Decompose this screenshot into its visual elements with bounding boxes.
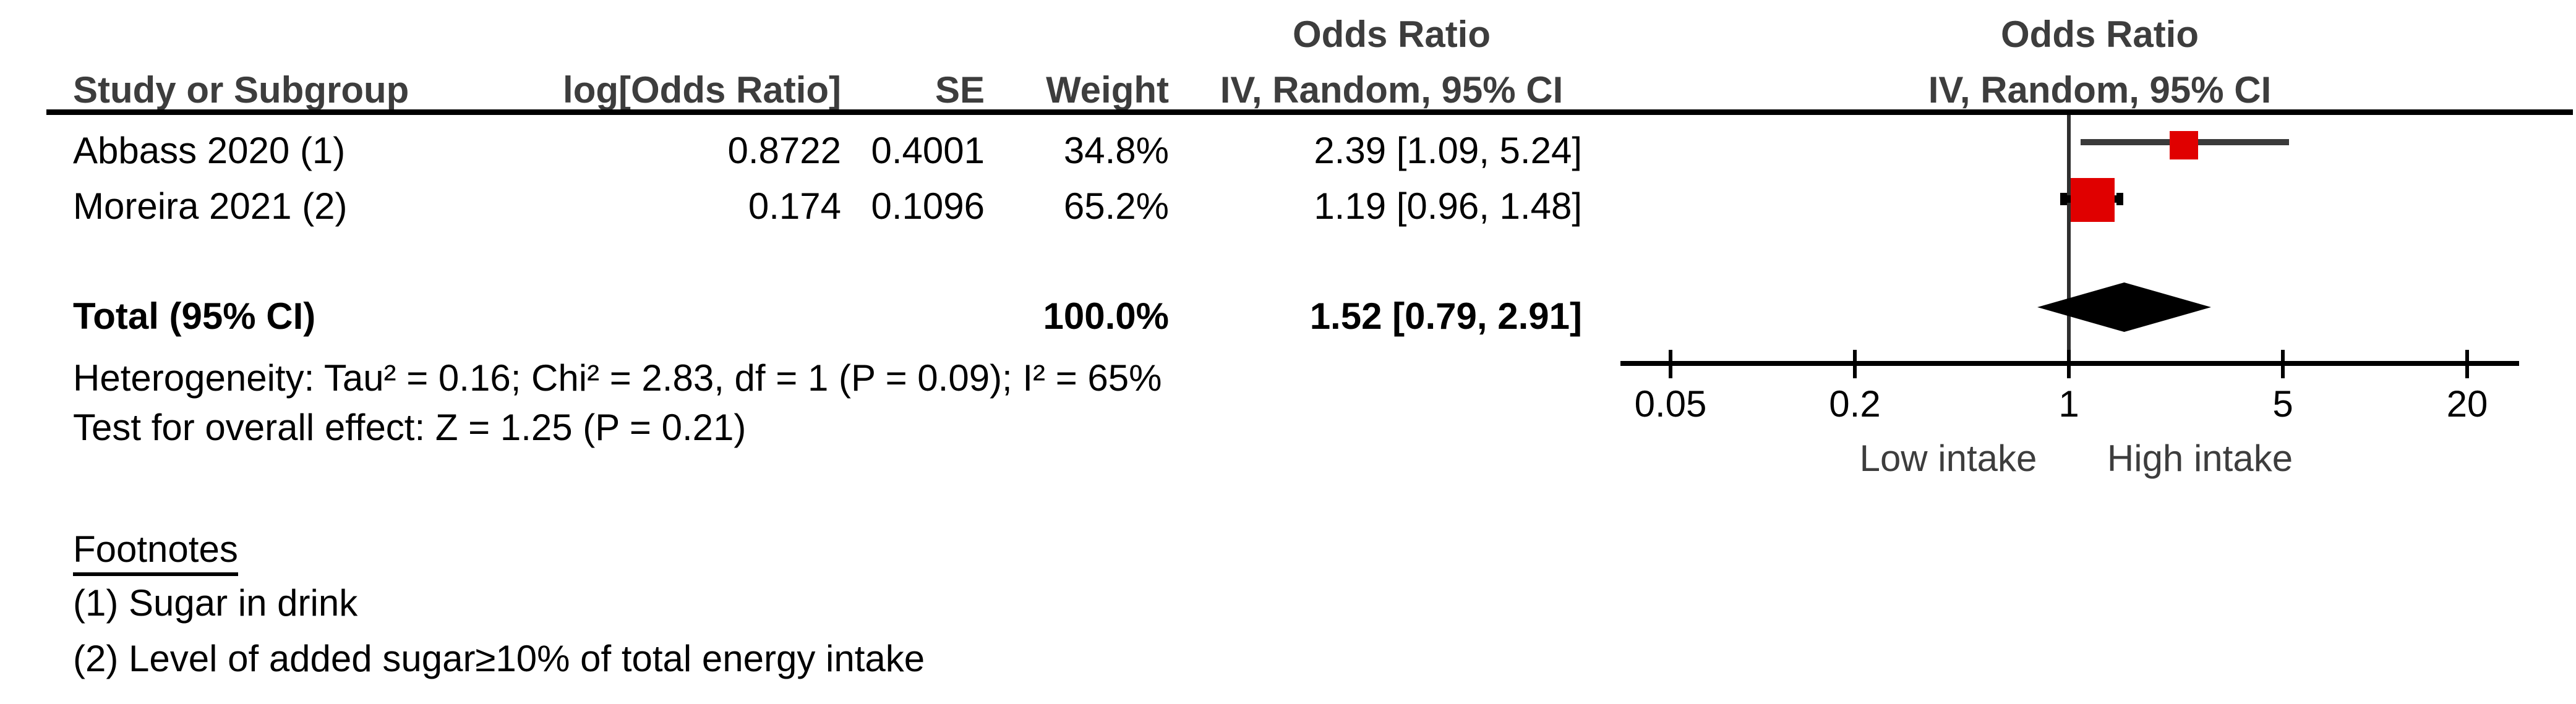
column-header-se: SE bbox=[935, 69, 985, 111]
logor-value: 0.8722 bbox=[727, 130, 841, 171]
study-name: Abbass 2020 (1) bbox=[73, 130, 346, 171]
x-tick-label: 5 bbox=[2272, 383, 2293, 425]
footnote-item: (1) Sugar in drink bbox=[73, 582, 358, 624]
x-tick-label: 20 bbox=[2446, 383, 2488, 425]
study-name: Moreira 2021 (2) bbox=[73, 185, 348, 227]
or-ci-value: 1.19 [0.96, 1.48] bbox=[1314, 185, 1582, 227]
logor-value: 0.174 bbox=[748, 185, 841, 227]
x-tick bbox=[1669, 350, 1672, 378]
stats-column-title: Odds Ratio bbox=[1292, 14, 1491, 55]
axis-left-direction-label: Low intake bbox=[1859, 438, 2037, 479]
x-tick bbox=[2281, 350, 2285, 378]
study-marker-abbass bbox=[2170, 131, 2198, 159]
footnotes-heading-text: Footnotes bbox=[73, 528, 238, 576]
x-tick-label: 0.05 bbox=[1634, 383, 1707, 425]
column-header-weight: Weight bbox=[1046, 69, 1169, 111]
column-header-study: Study or Subgroup bbox=[73, 69, 409, 111]
footnote-item: (2) Level of added sugar≥10% of total en… bbox=[73, 638, 925, 679]
or-ci-value: 2.39 [1.09, 5.24] bbox=[1314, 130, 1582, 171]
weight-value: 65.2% bbox=[1063, 185, 1169, 227]
column-header-plot-ci: IV, Random, 95% CI bbox=[1928, 69, 2272, 111]
plot-column-title: Odds Ratio bbox=[2000, 14, 2199, 55]
footnotes-heading: Footnotes bbox=[73, 528, 238, 576]
total-label: Total (95% CI) bbox=[73, 295, 316, 337]
overall-effect-test: Test for overall effect: Z = 1.25 (P = 0… bbox=[73, 407, 747, 448]
column-header-stats-ci: IV, Random, 95% CI bbox=[1220, 69, 1564, 111]
ci-cap-left bbox=[2060, 193, 2067, 205]
study-marker-moreira bbox=[2071, 178, 2115, 222]
heterogeneity-stats: Heterogeneity: Tau² = 0.16; Chi² = 2.83,… bbox=[73, 357, 1162, 399]
axis-right-direction-label: High intake bbox=[2107, 438, 2293, 479]
no-effect-line bbox=[2067, 115, 2071, 378]
se-value: 0.1096 bbox=[871, 185, 985, 227]
x-tick bbox=[1853, 350, 1857, 378]
x-tick-label: 1 bbox=[2058, 383, 2079, 425]
total-or-ci: 1.52 [0.79, 2.91] bbox=[1309, 295, 1582, 337]
x-tick-label: 0.2 bbox=[1829, 383, 1881, 425]
se-value: 0.4001 bbox=[871, 130, 985, 171]
x-tick bbox=[2067, 350, 2071, 378]
weight-value: 34.8% bbox=[1063, 130, 1169, 171]
ci-cap-right bbox=[2116, 193, 2123, 205]
x-tick bbox=[2465, 350, 2469, 378]
pooled-diamond bbox=[2037, 282, 2211, 332]
column-header-logor: log[Odds Ratio] bbox=[563, 69, 841, 111]
header-rule bbox=[46, 109, 2573, 115]
total-weight: 100.0% bbox=[1043, 295, 1170, 337]
